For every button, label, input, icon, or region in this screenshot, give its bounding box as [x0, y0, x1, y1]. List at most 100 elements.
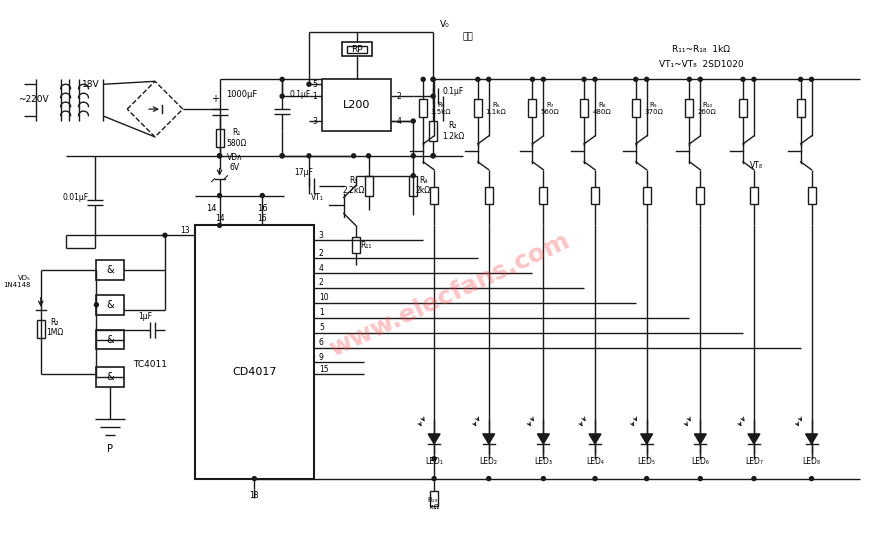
- Text: LED₄: LED₄: [586, 457, 604, 466]
- Bar: [797, 99, 805, 117]
- Text: 17μF: 17μF: [294, 168, 313, 177]
- Text: 16: 16: [257, 204, 268, 213]
- Polygon shape: [483, 434, 495, 444]
- Bar: [342, 42, 372, 56]
- Polygon shape: [640, 434, 653, 444]
- Text: 14: 14: [215, 214, 225, 223]
- Bar: [591, 186, 599, 204]
- Circle shape: [531, 77, 534, 81]
- Bar: [96, 295, 124, 315]
- Text: R₁₁~R₁₈  1kΩ: R₁₁~R₁₈ 1kΩ: [673, 45, 731, 54]
- Text: 1: 1: [312, 92, 317, 101]
- Text: R₁₀
260Ω: R₁₀ 260Ω: [698, 101, 716, 115]
- Text: 16: 16: [258, 214, 267, 223]
- Text: R₅
3.5kΩ: R₅ 3.5kΩ: [431, 101, 451, 115]
- Text: R₉
370Ω: R₉ 370Ω: [644, 101, 663, 115]
- Text: 1: 1: [319, 308, 324, 317]
- Circle shape: [475, 77, 480, 81]
- Bar: [685, 99, 693, 117]
- Circle shape: [260, 193, 264, 197]
- Text: VD₅
1N4148: VD₅ 1N4148: [4, 276, 31, 288]
- Text: VDᴧ
6V: VDᴧ 6V: [227, 153, 243, 173]
- Text: +: +: [211, 94, 219, 104]
- Bar: [419, 99, 427, 117]
- Text: &: &: [106, 265, 114, 275]
- Text: LED₈: LED₈: [803, 457, 821, 466]
- Text: 3: 3: [312, 117, 317, 125]
- Circle shape: [307, 82, 311, 86]
- Circle shape: [218, 224, 221, 227]
- Text: www.elecfans.com: www.elecfans.com: [325, 229, 574, 361]
- Circle shape: [421, 77, 425, 81]
- Polygon shape: [805, 434, 817, 444]
- Bar: [347, 45, 367, 53]
- Circle shape: [280, 94, 285, 98]
- Circle shape: [752, 477, 756, 481]
- Circle shape: [431, 77, 435, 81]
- Circle shape: [163, 233, 167, 237]
- Text: VT₈: VT₈: [750, 161, 764, 170]
- Text: LED₅: LED₅: [638, 457, 656, 466]
- Text: 1μF: 1μF: [138, 312, 152, 321]
- Bar: [484, 186, 492, 204]
- Bar: [540, 186, 548, 204]
- Circle shape: [411, 119, 416, 123]
- Text: R₇
560Ω: R₇ 560Ω: [541, 101, 559, 115]
- Polygon shape: [428, 434, 440, 444]
- Circle shape: [218, 154, 221, 158]
- Text: R₃
2.2kΩ: R₃ 2.2kΩ: [343, 176, 365, 195]
- Text: 3: 3: [319, 231, 324, 240]
- Bar: [474, 99, 482, 117]
- Circle shape: [95, 303, 98, 307]
- Bar: [365, 176, 373, 196]
- Text: R₂
1.2kΩ: R₂ 1.2kΩ: [442, 121, 464, 141]
- Circle shape: [411, 154, 416, 158]
- Text: LED₁: LED₁: [425, 457, 443, 466]
- Text: RP: RP: [351, 45, 362, 54]
- Text: P: P: [107, 444, 113, 454]
- Text: 5: 5: [312, 80, 317, 89]
- Bar: [697, 186, 705, 204]
- Text: R₆
1.1kΩ: R₆ 1.1kΩ: [485, 101, 506, 115]
- Bar: [194, 225, 314, 478]
- Text: 2: 2: [319, 249, 324, 258]
- Text: LED₆: LED₆: [691, 457, 709, 466]
- Circle shape: [367, 154, 370, 158]
- Polygon shape: [537, 434, 549, 444]
- Text: 0.1μF: 0.1μF: [289, 90, 310, 99]
- Text: R₁₉
  kΩ: R₁₉ kΩ: [425, 497, 439, 510]
- Bar: [37, 319, 45, 338]
- Circle shape: [351, 154, 356, 158]
- Circle shape: [252, 477, 256, 481]
- Bar: [351, 237, 359, 253]
- Bar: [528, 99, 536, 117]
- Circle shape: [218, 193, 221, 197]
- Polygon shape: [694, 434, 706, 444]
- Circle shape: [411, 174, 416, 178]
- Circle shape: [432, 477, 436, 481]
- Text: TC4011: TC4011: [133, 360, 167, 369]
- Circle shape: [633, 77, 638, 81]
- Circle shape: [432, 457, 436, 461]
- Bar: [807, 186, 815, 204]
- Text: &: &: [106, 335, 114, 345]
- Text: R₄
2kΩ: R₄ 2kΩ: [416, 176, 431, 195]
- Circle shape: [688, 77, 691, 81]
- Circle shape: [698, 77, 702, 81]
- Text: 15: 15: [319, 365, 328, 374]
- Text: R₈
480Ω: R₈ 480Ω: [592, 101, 611, 115]
- Bar: [429, 121, 437, 141]
- Circle shape: [431, 154, 435, 158]
- Text: R₁₁: R₁₁: [359, 241, 371, 250]
- Circle shape: [798, 77, 803, 81]
- Text: 14: 14: [206, 204, 217, 213]
- Circle shape: [431, 154, 435, 158]
- Circle shape: [645, 477, 648, 481]
- Text: L200: L200: [343, 100, 370, 110]
- Circle shape: [810, 77, 814, 81]
- Text: VT₁: VT₁: [311, 193, 324, 202]
- Bar: [430, 490, 438, 506]
- Text: R₂
1MΩ: R₂ 1MΩ: [46, 318, 63, 338]
- Text: V₀: V₀: [440, 20, 450, 29]
- Text: LED₂: LED₂: [480, 457, 498, 466]
